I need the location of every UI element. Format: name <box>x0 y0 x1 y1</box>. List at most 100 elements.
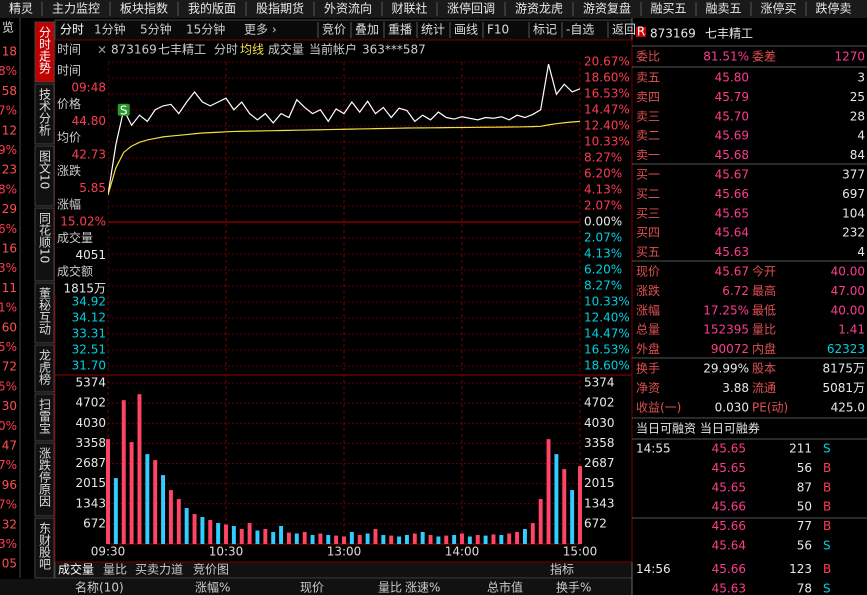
menu-item[interactable]: 涨停买 <box>760 1 796 16</box>
strip-item: 7% <box>0 498 17 512</box>
strip-item: 16 <box>2 242 17 256</box>
info-label: 涨幅 <box>57 197 81 212</box>
pct-tick-label: 0.00% <box>584 215 622 229</box>
side-tab[interactable] <box>34 442 55 517</box>
menu-item[interactable]: 融买五 <box>650 2 686 16</box>
price-tick-label: 34.12 <box>72 311 106 325</box>
trade-price: 45.65 <box>712 461 746 475</box>
side-tab-label[interactable]: 涨跌停原因 <box>38 446 52 507</box>
stat-value: 6.72 <box>722 284 749 298</box>
menu-item[interactable]: 主力监控 <box>52 2 100 16</box>
toolbar-tool[interactable]: 标记 <box>533 23 557 37</box>
toolbar-tool[interactable]: 返回 <box>612 23 636 37</box>
trade-time: 14:55 <box>636 442 671 456</box>
x-tick-label: 13:00 <box>327 545 362 559</box>
volume-bar <box>302 532 307 544</box>
toolbar-tab[interactable]: 1分钟 <box>94 22 126 37</box>
bottom-tab[interactable]: 量比 <box>103 563 127 577</box>
trade-side: S <box>823 539 831 553</box>
volume-bar <box>412 533 417 544</box>
volume-tick-label: 2015 <box>584 476 615 490</box>
volume-tick-label: 2687 <box>75 456 106 470</box>
volume-tick-label: 2687 <box>584 456 615 470</box>
toolbar-tool[interactable]: 叠加 <box>355 23 379 37</box>
toolbar-tab[interactable]: 分时 <box>60 23 84 37</box>
book-price: 45.79 <box>715 90 749 104</box>
menu-item[interactable]: 跌停卖 <box>815 1 851 16</box>
menu-item[interactable]: 涨停回调 <box>447 1 495 16</box>
strip-item: 9% <box>0 143 17 157</box>
stock-name: 七丰精工 <box>158 43 206 57</box>
strip-item: 23 <box>2 163 17 177</box>
book-volume: 377 <box>842 168 865 182</box>
side-tab[interactable] <box>34 145 55 207</box>
volume-bar <box>216 523 221 544</box>
menu-item[interactable]: 板块指数 <box>120 1 168 16</box>
menu-item[interactable]: 股指期货 <box>256 1 304 16</box>
stat-label: 量比 <box>752 323 776 337</box>
chart-frame <box>54 39 633 563</box>
side-tab[interactable] <box>34 517 55 579</box>
column-header: 现价 <box>300 581 324 595</box>
side-tab[interactable] <box>34 393 55 442</box>
menu-item[interactable]: 融卖五 <box>705 2 741 16</box>
menu-item[interactable]: 游资复盘 <box>583 1 631 16</box>
volume-bar <box>530 523 535 544</box>
toolbar-tool[interactable]: 重播 <box>388 23 412 37</box>
book-price: 45.66 <box>715 187 749 201</box>
strip-item: 3% <box>0 261 17 275</box>
book-volume: 3 <box>857 71 865 85</box>
pct-tick-label: 18.60% <box>584 71 630 85</box>
side-tab[interactable] <box>34 282 55 344</box>
side-tab-label[interactable]: 龙虎榜 <box>38 349 52 386</box>
info-label: 价格 <box>57 96 81 111</box>
column-header: 涨速% <box>405 580 440 595</box>
toolbar-tool[interactable]: 统计 <box>421 23 445 37</box>
side-tab-label[interactable]: 东财股吧 <box>38 522 52 570</box>
side-tab-label[interactable]: 扫雷宝 <box>38 398 52 434</box>
side-tab[interactable] <box>34 207 55 282</box>
stat-value: 3.88 <box>722 381 749 395</box>
indicator-button[interactable]: 指标 <box>550 562 574 577</box>
side-tab-label[interactable]: 技术分析 <box>38 88 52 137</box>
toolbar-tool[interactable]: -自选 <box>566 23 594 37</box>
volume-bar <box>554 454 559 544</box>
toolbar-tab[interactable]: 更多 › <box>244 23 277 37</box>
side-tab[interactable] <box>34 344 55 393</box>
side-tab[interactable] <box>34 83 55 145</box>
volume-bar <box>161 475 166 544</box>
volume-bar <box>294 533 299 544</box>
bottom-tab[interactable]: 成交量 <box>58 562 94 577</box>
side-tab-label[interactable]: 分时走势 <box>38 26 52 74</box>
trade-price: 45.63 <box>712 581 746 595</box>
volume-bar <box>483 535 488 544</box>
menu-item[interactable]: 我的版面 <box>188 1 236 16</box>
pct-tick-label: 20.67% <box>584 55 630 69</box>
bottom-tab[interactable]: 竞价图 <box>193 563 229 577</box>
info-value: 1815万 <box>63 282 106 296</box>
label: 委比 <box>636 50 660 64</box>
side-tab-label[interactable]: 图文10 <box>38 150 52 189</box>
trade-volume: 77 <box>797 519 812 533</box>
toolbar-tab[interactable]: 15分钟 <box>186 22 225 37</box>
price-tick-label: 34.92 <box>72 294 106 308</box>
x-tick-label: 15:00 <box>563 545 598 559</box>
close-button[interactable]: × <box>97 43 107 57</box>
toolbar-tab[interactable]: 5分钟 <box>140 22 172 37</box>
side-tab[interactable] <box>34 21 55 83</box>
menu-item[interactable]: 游资龙虎 <box>515 2 563 16</box>
toolbar-tool[interactable]: 画线 <box>454 23 478 37</box>
menu-item[interactable]: 精灵 <box>9 2 33 16</box>
stat-label: PE(动) <box>752 400 788 414</box>
side-tab-label[interactable]: 董秘互动 <box>38 287 52 335</box>
volume-bar <box>113 478 118 544</box>
menu-item[interactable]: 财联社 <box>391 1 427 16</box>
bottom-tab[interactable]: 买卖力道 <box>135 563 183 577</box>
trade-side: S <box>823 442 831 456</box>
avg-label: 均线 <box>240 43 264 57</box>
side-tab-label[interactable]: 同花顺10 <box>38 212 52 263</box>
stat-label: 涨跌 <box>636 283 660 298</box>
toolbar-tool[interactable]: F10 <box>487 23 509 37</box>
toolbar-tool[interactable]: 竞价 <box>322 23 346 37</box>
menu-item[interactable]: 外资流向 <box>324 1 372 16</box>
